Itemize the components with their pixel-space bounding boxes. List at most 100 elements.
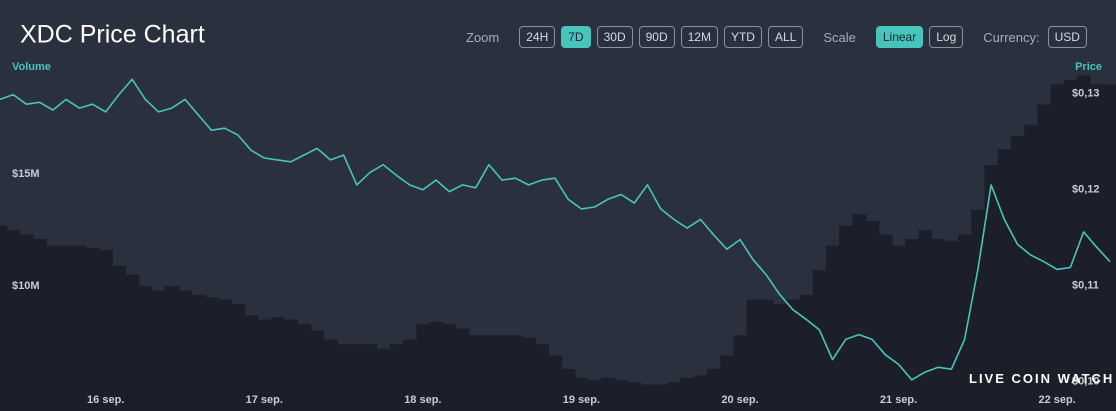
volume-bar	[640, 384, 655, 411]
volume-bar	[442, 324, 457, 411]
volume-bar	[6, 230, 21, 411]
x-tick-label: 16 sep.	[87, 394, 124, 406]
chart-title: XDC Price Chart	[20, 21, 205, 49]
volume-bar	[706, 368, 721, 411]
y2-tick-label: $0,12	[1072, 184, 1100, 196]
volume-bar	[786, 299, 801, 411]
volume-bar	[257, 319, 272, 411]
x-tick-label: 19 sep.	[563, 394, 600, 406]
volume-bar	[918, 230, 933, 411]
volume-bar	[720, 355, 734, 411]
volume-bar	[244, 315, 259, 411]
zoom-button[interactable]: 12M	[680, 26, 718, 48]
volume-bar	[773, 303, 787, 411]
volume-bar	[336, 344, 351, 411]
x-tick-label: 17 sep.	[246, 394, 283, 406]
volume-bar	[403, 339, 417, 411]
x-tick-label: 22 sep.	[1038, 394, 1075, 406]
volume-bar	[654, 384, 668, 411]
volume-bar	[363, 344, 378, 411]
volume-bar	[680, 377, 695, 411]
watermark: LIVE COIN WATCH	[969, 371, 1115, 386]
volume-bar	[588, 380, 602, 411]
volume-bar	[693, 375, 708, 411]
zoom-label: Zoom	[466, 29, 500, 45]
volume-bar	[33, 238, 47, 411]
zoom-button[interactable]: ALL	[767, 26, 804, 48]
volume-bar	[799, 294, 814, 411]
y2-tick-label: $0,11	[1072, 280, 1099, 292]
volume-bar	[521, 337, 536, 411]
x-tick-label: 18 sep.	[404, 394, 441, 406]
volume-bar	[1103, 84, 1116, 411]
y-tick-label: $10M	[12, 280, 40, 292]
volume-bar	[46, 245, 61, 411]
price-line	[0, 78, 1111, 381]
x-tick-label: 20 sep.	[721, 394, 758, 406]
volume-bar	[482, 335, 497, 411]
zoom-button[interactable]: 24H	[519, 26, 556, 48]
currency-button[interactable]: USD	[1047, 26, 1087, 48]
volume-bar	[495, 335, 510, 411]
volume-bar	[270, 317, 285, 411]
volume-bars	[0, 75, 1116, 411]
toolbar: Zoom 24H 7D 30D 90D 12M YTD ALL Scale Linear Log Cu…	[466, 26, 1093, 48]
volume-bar	[99, 250, 113, 411]
volume-bar	[627, 382, 642, 411]
volume-bar	[825, 245, 840, 411]
volume-bar	[19, 234, 34, 411]
volume-bar	[1076, 75, 1091, 411]
volume-bar	[455, 328, 470, 411]
volume-bar	[865, 221, 880, 411]
volume-bar	[971, 209, 986, 411]
volume-bar	[416, 324, 431, 411]
volume-bar	[905, 238, 919, 411]
volume-bar	[733, 335, 748, 411]
zoom-button[interactable]: 90D	[638, 26, 675, 48]
zoom-button[interactable]: YTD	[723, 26, 762, 48]
y2-tick-label: $0,10	[1072, 376, 1100, 388]
volume-bar	[997, 149, 1012, 411]
y2-tick-label: $0,13	[1072, 88, 1100, 100]
volume-bar	[746, 299, 761, 411]
volume-bar	[548, 355, 563, 411]
volume-bar	[376, 348, 391, 411]
volume-bar	[125, 274, 140, 411]
volume-bar	[1024, 124, 1038, 411]
volume-bar	[614, 380, 629, 411]
volume-bar	[297, 324, 312, 411]
volume-bar	[165, 286, 179, 411]
volume-bar	[389, 344, 404, 411]
volume-bar	[944, 241, 959, 411]
volume-bar	[759, 299, 774, 411]
volume-bar	[178, 290, 193, 411]
volume-bar	[469, 335, 483, 411]
volume-bar	[323, 339, 338, 411]
volume-bar	[0, 225, 8, 411]
volume-bar	[852, 214, 867, 411]
zoom-button[interactable]: 30D	[596, 26, 633, 48]
volume-bar	[1050, 84, 1065, 411]
volume-bar	[429, 321, 444, 411]
volume-bar	[112, 265, 127, 411]
scale-label: Scale	[823, 29, 856, 45]
volume-bar	[204, 297, 219, 411]
y-axis-label: Volume	[12, 61, 51, 73]
volume-bar	[931, 238, 946, 411]
scale-button[interactable]: Log	[929, 26, 964, 48]
scale-button[interactable]: Linear	[875, 26, 924, 48]
y-tick-label: $15M	[12, 168, 40, 180]
volume-bar	[878, 234, 893, 411]
currency-label: Currency:	[983, 29, 1040, 45]
volume-bar	[958, 234, 972, 411]
volume-bar	[218, 299, 232, 411]
volume-bar	[891, 245, 906, 411]
volume-bar	[535, 344, 549, 411]
zoom-button[interactable]: 7D	[561, 26, 591, 48]
y2-axis-label: Price	[1075, 61, 1102, 73]
volume-bar	[350, 344, 364, 411]
volume-bar	[284, 319, 298, 411]
volume-bar	[601, 377, 616, 411]
